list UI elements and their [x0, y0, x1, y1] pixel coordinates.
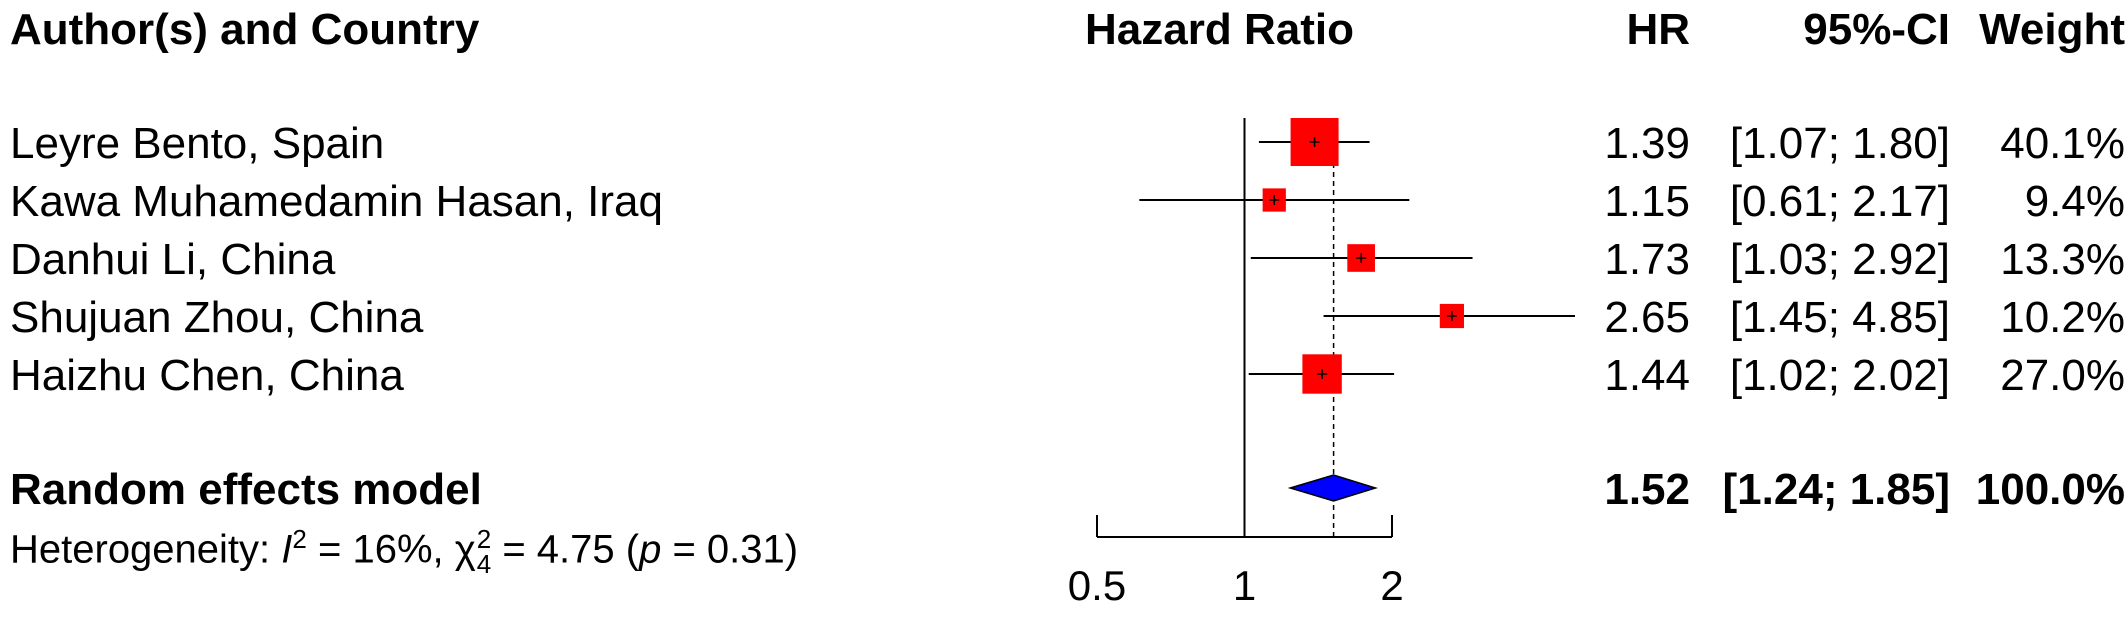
study-hr-value: 1.73	[1604, 235, 1690, 284]
hr-column-header: HR	[1626, 5, 1690, 54]
x-axis-tick-label: 0.5	[1068, 562, 1126, 609]
pooled-ci-value: [1.24; 1.85]	[1722, 465, 1950, 514]
p-symbol: p	[639, 527, 662, 572]
x-axis-tick-label: 2	[1380, 562, 1403, 609]
study-ci-value: [1.03; 2.92]	[1729, 235, 1950, 284]
i2-symbol: I	[281, 527, 293, 572]
study-hr-value: 2.65	[1604, 293, 1690, 342]
chi-value: = 4.75 (	[491, 527, 640, 572]
study-label: Shujuan Zhou, China	[10, 293, 424, 342]
i2-value: = 16%,	[306, 527, 455, 572]
study-ci-value: [0.61; 2.17]	[1729, 177, 1950, 226]
study-weight-value: 9.4%	[2024, 177, 2125, 226]
study-ci-value: [1.02; 2.02]	[1729, 351, 1950, 400]
study-label: Haizhu Chen, China	[10, 351, 404, 400]
chi-superscript: 2	[476, 524, 492, 555]
study-ci-value: [1.45; 4.85]	[1729, 293, 1950, 342]
study-label: Leyre Bento, Spain	[10, 119, 385, 168]
chi-symbol: χ	[454, 527, 476, 572]
x-axis-tick-label: 1	[1233, 562, 1256, 609]
study-weight-value: 27.0%	[2000, 351, 2125, 400]
pooled-weight-value: 100.0%	[1975, 465, 2125, 514]
study-hr-value: 1.39	[1604, 119, 1690, 168]
study-ci-value: [1.07; 1.80]	[1729, 119, 1950, 168]
heterogeneity-prefix: Heterogeneity:	[10, 527, 282, 572]
pooled-label: Random effects model	[10, 465, 482, 514]
study-label: Danhui Li, China	[10, 235, 336, 284]
plot-column-header: Hazard Ratio	[1085, 5, 1354, 54]
i2-superscript: 2	[292, 524, 307, 554]
study-weight-value: 40.1%	[2000, 119, 2125, 168]
ci-column-header: 95%-CI	[1803, 5, 1950, 54]
study-hr-value: 1.15	[1604, 177, 1690, 226]
study-weight-value: 13.3%	[2000, 235, 2125, 284]
weight-column-header: Weight	[1979, 5, 2125, 54]
pooled-hr-value: 1.52	[1604, 465, 1690, 514]
study-column-header: Author(s) and Country	[10, 5, 480, 54]
study-weight-value: 10.2%	[2000, 293, 2125, 342]
study-hr-value: 1.44	[1604, 351, 1690, 400]
p-value: = 0.31)	[661, 527, 799, 572]
study-label: Kawa Muhamedamin Hasan, Iraq	[10, 177, 663, 226]
pooled-diamond	[1287, 474, 1378, 502]
chi-subscript: 4	[476, 548, 492, 579]
